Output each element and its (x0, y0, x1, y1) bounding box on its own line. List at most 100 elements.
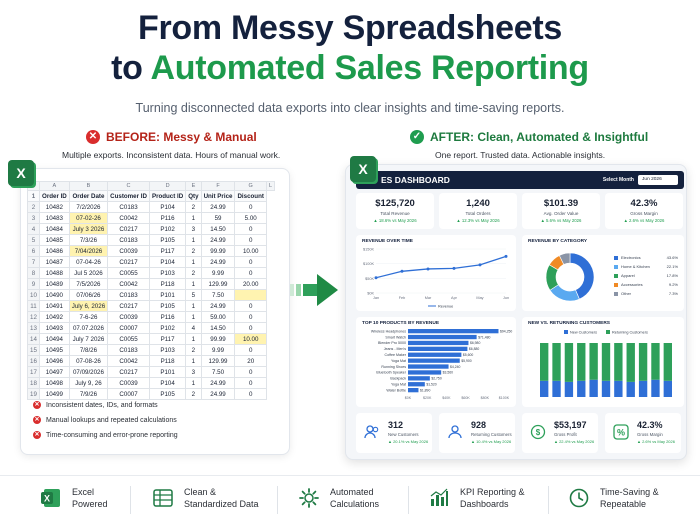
table-cell[interactable]: 7/2/2026 (68, 201, 109, 213)
table-cell[interactable]: P116 (148, 212, 187, 224)
table-cell[interactable]: P103 (148, 344, 187, 356)
table-cell[interactable]: 1 (185, 212, 202, 224)
row-number[interactable]: 13 (27, 322, 40, 334)
table-cell[interactable]: 07-04-26 (68, 256, 109, 268)
table-cell[interactable]: P105 (148, 388, 187, 400)
table-cell[interactable]: C0183 (107, 201, 150, 213)
table-cell[interactable]: P102 (148, 322, 187, 334)
table-cell[interactable]: 0 (234, 377, 267, 389)
table-cell[interactable]: 4 (185, 322, 202, 334)
table-cell[interactable]: 0 (234, 267, 267, 279)
table-cell[interactable]: P105 (148, 300, 187, 312)
table-cell[interactable]: 1 (185, 256, 202, 268)
table-cell[interactable]: C0217 (107, 256, 150, 268)
column-header[interactable]: Product ID (148, 190, 187, 202)
column-letter[interactable]: B (68, 181, 109, 191)
table-cell[interactable]: 24.99 (200, 234, 236, 246)
table-cell[interactable]: 7.50 (200, 366, 236, 378)
table-cell[interactable]: 9.99 (200, 344, 236, 356)
table-cell[interactable]: 24.99 (200, 201, 236, 213)
table-cell[interactable]: 14.50 (200, 322, 236, 334)
table-cell[interactable]: 129.99 (200, 355, 236, 367)
table-cell[interactable]: 0 (234, 366, 267, 378)
table-cell[interactable]: 10.00 (234, 333, 267, 345)
table-cell[interactable]: C0039 (107, 311, 150, 323)
table-cell[interactable]: 129.99 (200, 278, 236, 290)
table-cell[interactable]: 7/04/2026 (68, 245, 109, 257)
row-number[interactable]: 10 (27, 289, 40, 301)
column-letter[interactable]: E (185, 181, 202, 191)
row-number[interactable]: 17 (27, 366, 40, 378)
row-number[interactable]: 19 (27, 388, 40, 400)
table-cell[interactable]: C0217 (107, 366, 150, 378)
table-cell[interactable]: P103 (148, 267, 187, 279)
row-number[interactable]: 5 (27, 234, 40, 246)
table-cell[interactable]: 10495 (39, 344, 70, 356)
table-cell[interactable]: 5 (185, 289, 202, 301)
table-cell[interactable]: P117 (148, 333, 187, 345)
table-cell[interactable]: 7/3/26 (68, 234, 109, 246)
column-header[interactable]: Customer ID (107, 190, 150, 202)
table-cell[interactable]: July 3 2026 (68, 223, 109, 235)
table-cell[interactable]: 0 (234, 223, 267, 235)
table-cell[interactable]: 9.99 (200, 267, 236, 279)
row-number[interactable]: 16 (27, 355, 40, 367)
table-cell[interactable]: July 7 2026 (68, 333, 109, 345)
table-cell[interactable]: 0 (234, 311, 267, 323)
table-cell[interactable]: 99.99 (200, 245, 236, 257)
table-cell[interactable]: C0055 (107, 333, 150, 345)
table-cell[interactable]: 10490 (39, 289, 70, 301)
row-number[interactable]: 14 (27, 333, 40, 345)
table-cell[interactable]: 20.00 (234, 278, 267, 290)
table-cell[interactable]: 1 (185, 355, 202, 367)
table-cell[interactable]: July 9, 26 (68, 377, 109, 389)
table-cell[interactable]: 0 (234, 344, 267, 356)
table-cell[interactable]: 10491 (39, 300, 70, 312)
row-number[interactable]: 15 (27, 344, 40, 356)
table-cell[interactable]: 7.50 (200, 289, 236, 301)
table-cell[interactable]: 07/06/26 (68, 289, 109, 301)
table-cell[interactable]: 07-08-26 (68, 355, 109, 367)
table-cell[interactable]: 14.50 (200, 223, 236, 235)
table-cell[interactable]: C0042 (107, 212, 150, 224)
column-letter[interactable]: A (39, 181, 70, 191)
column-letter[interactable]: L (265, 181, 276, 191)
table-cell[interactable]: July 6, 2026 (68, 300, 109, 312)
table-cell[interactable]: 24.99 (200, 377, 236, 389)
table-cell[interactable]: 2 (185, 388, 202, 400)
table-cell[interactable]: 5.00 (234, 212, 267, 224)
table-cell[interactable]: 59.00 (200, 311, 236, 323)
table-cell[interactable]: 0 (234, 322, 267, 334)
table-cell[interactable]: 2 (185, 267, 202, 279)
table-cell[interactable]: 7/9/26 (68, 388, 109, 400)
table-cell[interactable]: Jul 5 2026 (68, 267, 109, 279)
table-cell[interactable]: 24.99 (200, 388, 236, 400)
table-cell[interactable]: 3 (185, 223, 202, 235)
table-cell[interactable]: 07/09/2026 (68, 366, 109, 378)
table-cell[interactable]: C0042 (107, 278, 150, 290)
table-cell[interactable]: 07-02-26 (68, 212, 109, 224)
table-cell[interactable]: C0042 (107, 355, 150, 367)
table-cell[interactable]: 7-6-26 (68, 311, 109, 323)
table-cell[interactable]: P117 (148, 245, 187, 257)
table-cell[interactable]: 59 (200, 212, 236, 224)
table-cell[interactable]: 07.07.2026 (68, 322, 109, 334)
table-cell[interactable]: 1 (185, 377, 202, 389)
table-cell[interactable]: C0039 (107, 245, 150, 257)
table-cell[interactable]: C0007 (107, 322, 150, 334)
table-cell[interactable]: 1 (185, 234, 202, 246)
column-letter[interactable]: F (200, 181, 236, 191)
table-cell[interactable]: 10493 (39, 322, 70, 334)
table-cell[interactable]: 10484 (39, 223, 70, 235)
table-cell[interactable]: 10482 (39, 201, 70, 213)
table-cell[interactable]: P118 (148, 355, 187, 367)
table-cell[interactable]: 10487 (39, 256, 70, 268)
row-number[interactable]: 1 (27, 190, 40, 202)
table-cell[interactable]: 10496 (39, 355, 70, 367)
table-cell[interactable]: 24.99 (200, 300, 236, 312)
column-header[interactable]: Unit Price (200, 190, 236, 202)
table-cell[interactable]: C0055 (107, 267, 150, 279)
table-cell[interactable]: C0217 (107, 300, 150, 312)
table-cell[interactable]: 3 (185, 366, 202, 378)
table-cell[interactable] (234, 289, 267, 301)
